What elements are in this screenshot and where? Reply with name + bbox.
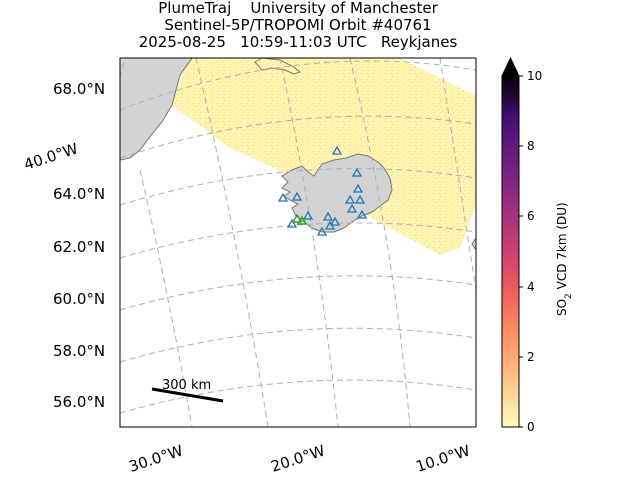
volcano-marker (286, 218, 298, 228)
colorbar-gradient (501, 75, 520, 428)
colorbar: 0 2 4 6 8 10 SO2 VCD 7km (DU) (501, 56, 574, 434)
vent-markers (291, 213, 308, 225)
lat-label: 62.0°N (53, 238, 105, 256)
lon-label: 30.0°W (127, 441, 186, 475)
volcano-marker (291, 191, 303, 201)
graticule (120, 58, 476, 427)
lat-label: 64.0°N (53, 185, 105, 203)
greenland-landmass (120, 58, 193, 161)
lat-label: 56.0°N (53, 393, 105, 411)
colorbar-tick-label: 4 (527, 280, 535, 294)
colorbar-ticks (519, 75, 523, 428)
volcano-marker (351, 167, 363, 177)
volcano-marker (352, 183, 364, 193)
coast-edge-right (471, 237, 476, 251)
colorbar-tick-label: 8 (527, 139, 535, 153)
volcano-marker (356, 209, 368, 219)
vent-marker (296, 215, 308, 225)
volcano-markers (277, 145, 368, 236)
colorbar-tick-label: 2 (527, 350, 535, 364)
volcano-marker (329, 216, 341, 226)
title-line-3: 2025-08-25 10:59-11:03 UTC Reykjanes (138, 33, 458, 51)
lat-label: 58.0°N (53, 342, 105, 360)
colorbar-extend-arrow (501, 56, 520, 77)
volcano-marker (324, 220, 336, 230)
colorbar-tick-label: 6 (527, 209, 535, 223)
colorbar-tick-label: 10 (527, 69, 542, 83)
tropomi-swath (172, 58, 476, 255)
volcano-marker (354, 194, 366, 204)
title-line-1: PlumeTraj University of Manchester (158, 0, 438, 17)
title-line-2: Sentinel-5P/TROPOMI Orbit #40761 (164, 16, 432, 34)
map-area: 300 km (120, 58, 476, 427)
volcano-marker (277, 192, 289, 202)
lat-labels: 68.0°N 64.0°N 62.0°N 60.0°N 58.0°N 56.0°… (53, 80, 105, 411)
colorbar-tick-label: 0 (527, 420, 535, 434)
volcano-marker (316, 226, 328, 236)
volcano-marker (331, 145, 343, 155)
lon-label: 10.0°W (414, 441, 473, 475)
lon-label: 20.0°W (269, 441, 328, 475)
volcano-marker (346, 203, 358, 213)
vent-marker (291, 213, 303, 223)
volcano-marker (302, 210, 314, 220)
colorbar-label: SO2 VCD 7km (DU) (555, 202, 574, 316)
map-frame (119, 57, 477, 428)
volcano-marker (322, 211, 334, 221)
volcano-marker (344, 194, 356, 204)
lat-label: 60.0°N (53, 290, 105, 308)
lat-label: 68.0°N (53, 80, 105, 98)
iceland-landmass (281, 153, 393, 233)
scale-bar-label: 300 km (162, 378, 211, 393)
lon-label-left: 40.0°W (22, 139, 81, 173)
scale-bar (151, 387, 224, 403)
